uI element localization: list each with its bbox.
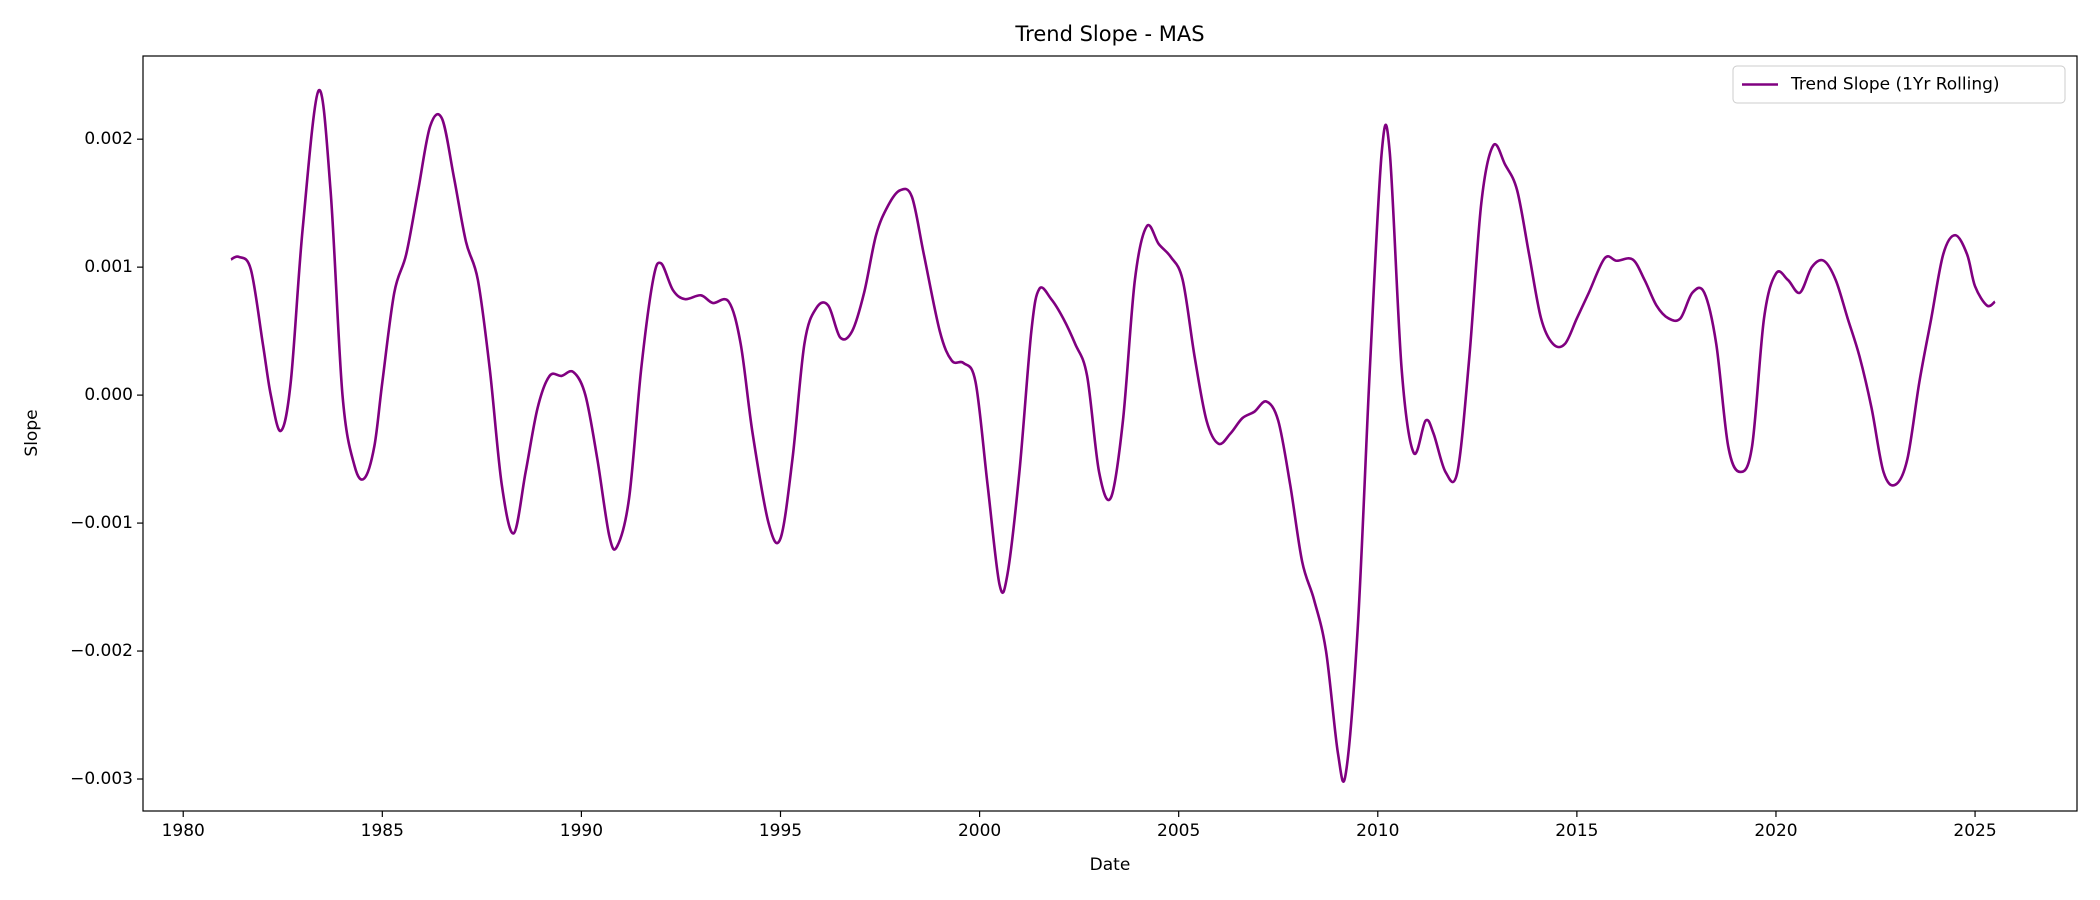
- x-tick-label: 2005: [1157, 821, 1200, 841]
- x-tick-label: 2015: [1555, 821, 1598, 841]
- chart-title: Trend Slope - MAS: [1014, 22, 1204, 46]
- y-tick-label: 0.001: [84, 257, 133, 277]
- x-tick-label: 2020: [1754, 821, 1797, 841]
- plot-frame: [142, 55, 2078, 812]
- x-tick-label: 1980: [162, 821, 205, 841]
- x-tick-label: 1995: [759, 821, 802, 841]
- y-tick-label: −0.002: [70, 641, 133, 661]
- y-axis-label: Slope: [22, 409, 42, 456]
- x-tick-label: 1990: [560, 821, 603, 841]
- y-tick-label: 0.000: [84, 385, 133, 405]
- x-axis-label: Date: [1090, 855, 1131, 875]
- x-tick-label: 1985: [361, 821, 404, 841]
- y-tick-label: −0.003: [70, 769, 133, 789]
- y-tick-label: 0.002: [84, 129, 133, 149]
- x-tick-label: 2000: [958, 821, 1001, 841]
- data-line: [230, 88, 1996, 783]
- x-tick-label: 2010: [1356, 821, 1399, 841]
- legend-box: [1732, 65, 2066, 104]
- x-tick-label: 2025: [1953, 821, 1996, 841]
- legend-label: Trend Slope (1Yr Rolling): [1790, 75, 2000, 95]
- y-tick-label: −0.001: [70, 513, 133, 533]
